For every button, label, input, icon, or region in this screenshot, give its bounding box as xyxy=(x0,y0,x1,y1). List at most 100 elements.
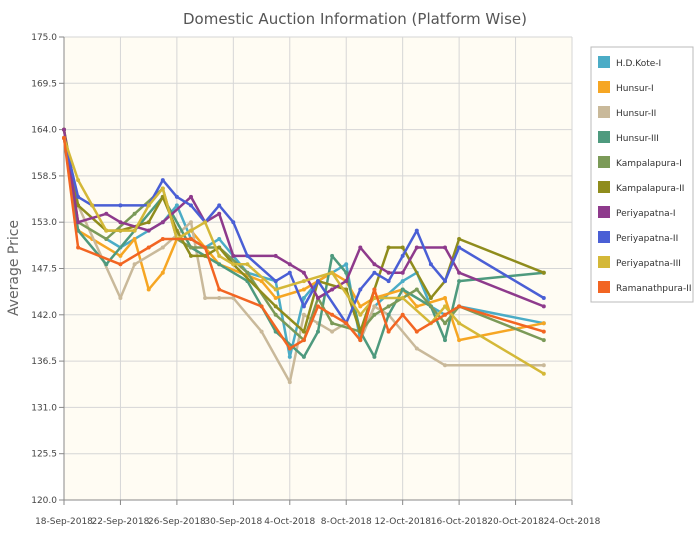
data-point[interactable] xyxy=(358,304,363,309)
data-point[interactable] xyxy=(273,279,278,284)
data-point[interactable] xyxy=(400,287,405,292)
legend-item-hunsur-i[interactable]: Hunsur-I xyxy=(598,81,654,94)
data-point[interactable] xyxy=(62,136,66,140)
data-point[interactable] xyxy=(372,304,377,309)
data-point[interactable] xyxy=(457,279,462,284)
data-point[interactable] xyxy=(386,270,391,275)
data-point[interactable] xyxy=(132,211,137,216)
data-point[interactable] xyxy=(132,262,137,267)
data-point[interactable] xyxy=(358,338,363,343)
data-point[interactable] xyxy=(189,245,193,250)
data-point[interactable] xyxy=(217,203,222,208)
data-point[interactable] xyxy=(189,237,193,241)
data-point[interactable] xyxy=(330,287,335,292)
legend-item-h-d-kote-i[interactable]: H.D.Kote-I xyxy=(598,56,661,69)
data-point[interactable] xyxy=(104,262,109,267)
data-point[interactable] xyxy=(443,245,447,250)
data-point[interactable] xyxy=(301,296,306,300)
data-point[interactable] xyxy=(457,237,462,241)
data-point[interactable] xyxy=(386,279,391,284)
data-point[interactable] xyxy=(104,228,109,233)
data-point[interactable] xyxy=(358,245,363,250)
data-point[interactable] xyxy=(541,296,546,300)
data-point[interactable] xyxy=(245,270,250,275)
data-point[interactable] xyxy=(217,245,222,250)
data-point[interactable] xyxy=(541,338,546,343)
data-point[interactable] xyxy=(414,304,419,309)
data-point[interactable] xyxy=(231,296,236,300)
data-point[interactable] xyxy=(160,270,165,275)
data-point[interactable] xyxy=(76,245,81,250)
data-point[interactable] xyxy=(414,245,419,250)
data-point[interactable] xyxy=(273,296,278,300)
data-point[interactable] xyxy=(90,203,95,208)
legend-item-kampalapura-ii[interactable]: Kampalapura-II xyxy=(598,181,684,194)
data-point[interactable] xyxy=(273,287,278,292)
data-point[interactable] xyxy=(203,220,208,225)
data-point[interactable] xyxy=(541,270,546,275)
data-point[interactable] xyxy=(330,329,335,334)
data-point[interactable] xyxy=(146,245,151,250)
data-point[interactable] xyxy=(301,338,306,343)
data-point[interactable] xyxy=(301,312,306,317)
data-point[interactable] xyxy=(400,312,405,317)
data-point[interactable] xyxy=(400,279,405,284)
data-point[interactable] xyxy=(273,312,278,317)
data-point[interactable] xyxy=(428,296,433,300)
data-point[interactable] xyxy=(400,253,405,258)
legend-item-periyapatna-i[interactable]: Periyapatna-I xyxy=(598,206,676,219)
data-point[interactable] xyxy=(160,220,165,225)
data-point[interactable] xyxy=(443,312,447,317)
data-point[interactable] xyxy=(316,296,320,300)
data-point[interactable] xyxy=(76,203,81,208)
data-point[interactable] xyxy=(104,211,109,216)
data-point[interactable] xyxy=(273,304,278,309)
data-point[interactable] xyxy=(301,279,306,284)
data-point[interactable] xyxy=(118,203,123,208)
data-point[interactable] xyxy=(76,194,81,199)
data-point[interactable] xyxy=(541,321,546,326)
data-point[interactable] xyxy=(457,245,462,250)
legend-item-hunsur-iii[interactable]: Hunsur-III xyxy=(598,131,659,144)
data-point[interactable] xyxy=(330,253,335,258)
data-point[interactable] xyxy=(400,270,405,275)
data-point[interactable] xyxy=(217,287,222,292)
data-point[interactable] xyxy=(231,220,236,225)
legend-item-periyapatna-iii[interactable]: Periyapatna-III xyxy=(598,256,681,269)
data-point[interactable] xyxy=(146,228,151,233)
data-point[interactable] xyxy=(118,296,123,300)
data-point[interactable] xyxy=(146,220,151,225)
data-point[interactable] xyxy=(386,304,391,309)
data-point[interactable] xyxy=(443,363,447,368)
data-point[interactable] xyxy=(330,321,335,326)
data-point[interactable] xyxy=(386,329,391,334)
data-point[interactable] xyxy=(203,245,208,250)
data-point[interactable] xyxy=(118,253,123,258)
data-point[interactable] xyxy=(76,220,81,225)
data-point[interactable] xyxy=(330,270,335,275)
data-point[interactable] xyxy=(217,211,222,216)
data-point[interactable] xyxy=(203,253,208,258)
data-point[interactable] xyxy=(287,354,292,359)
data-point[interactable] xyxy=(259,329,264,334)
data-point[interactable] xyxy=(189,203,193,208)
data-point[interactable] xyxy=(174,203,179,208)
data-point[interactable] xyxy=(189,194,193,199)
data-point[interactable] xyxy=(457,321,462,326)
data-point[interactable] xyxy=(146,287,151,292)
data-point[interactable] xyxy=(541,371,546,376)
data-point[interactable] xyxy=(287,270,292,275)
data-point[interactable] xyxy=(231,262,236,267)
data-point[interactable] xyxy=(76,178,81,183)
data-point[interactable] xyxy=(457,338,462,343)
data-point[interactable] xyxy=(386,312,391,317)
data-point[interactable] xyxy=(146,203,151,208)
data-point[interactable] xyxy=(301,304,306,309)
data-point[interactable] xyxy=(160,237,165,241)
data-point[interactable] xyxy=(344,321,349,326)
data-point[interactable] xyxy=(372,287,377,292)
data-point[interactable] xyxy=(287,346,292,351)
data-point[interactable] xyxy=(414,228,419,233)
legend-item-hunsur-ii[interactable]: Hunsur-II xyxy=(598,106,656,119)
data-point[interactable] xyxy=(203,296,208,300)
